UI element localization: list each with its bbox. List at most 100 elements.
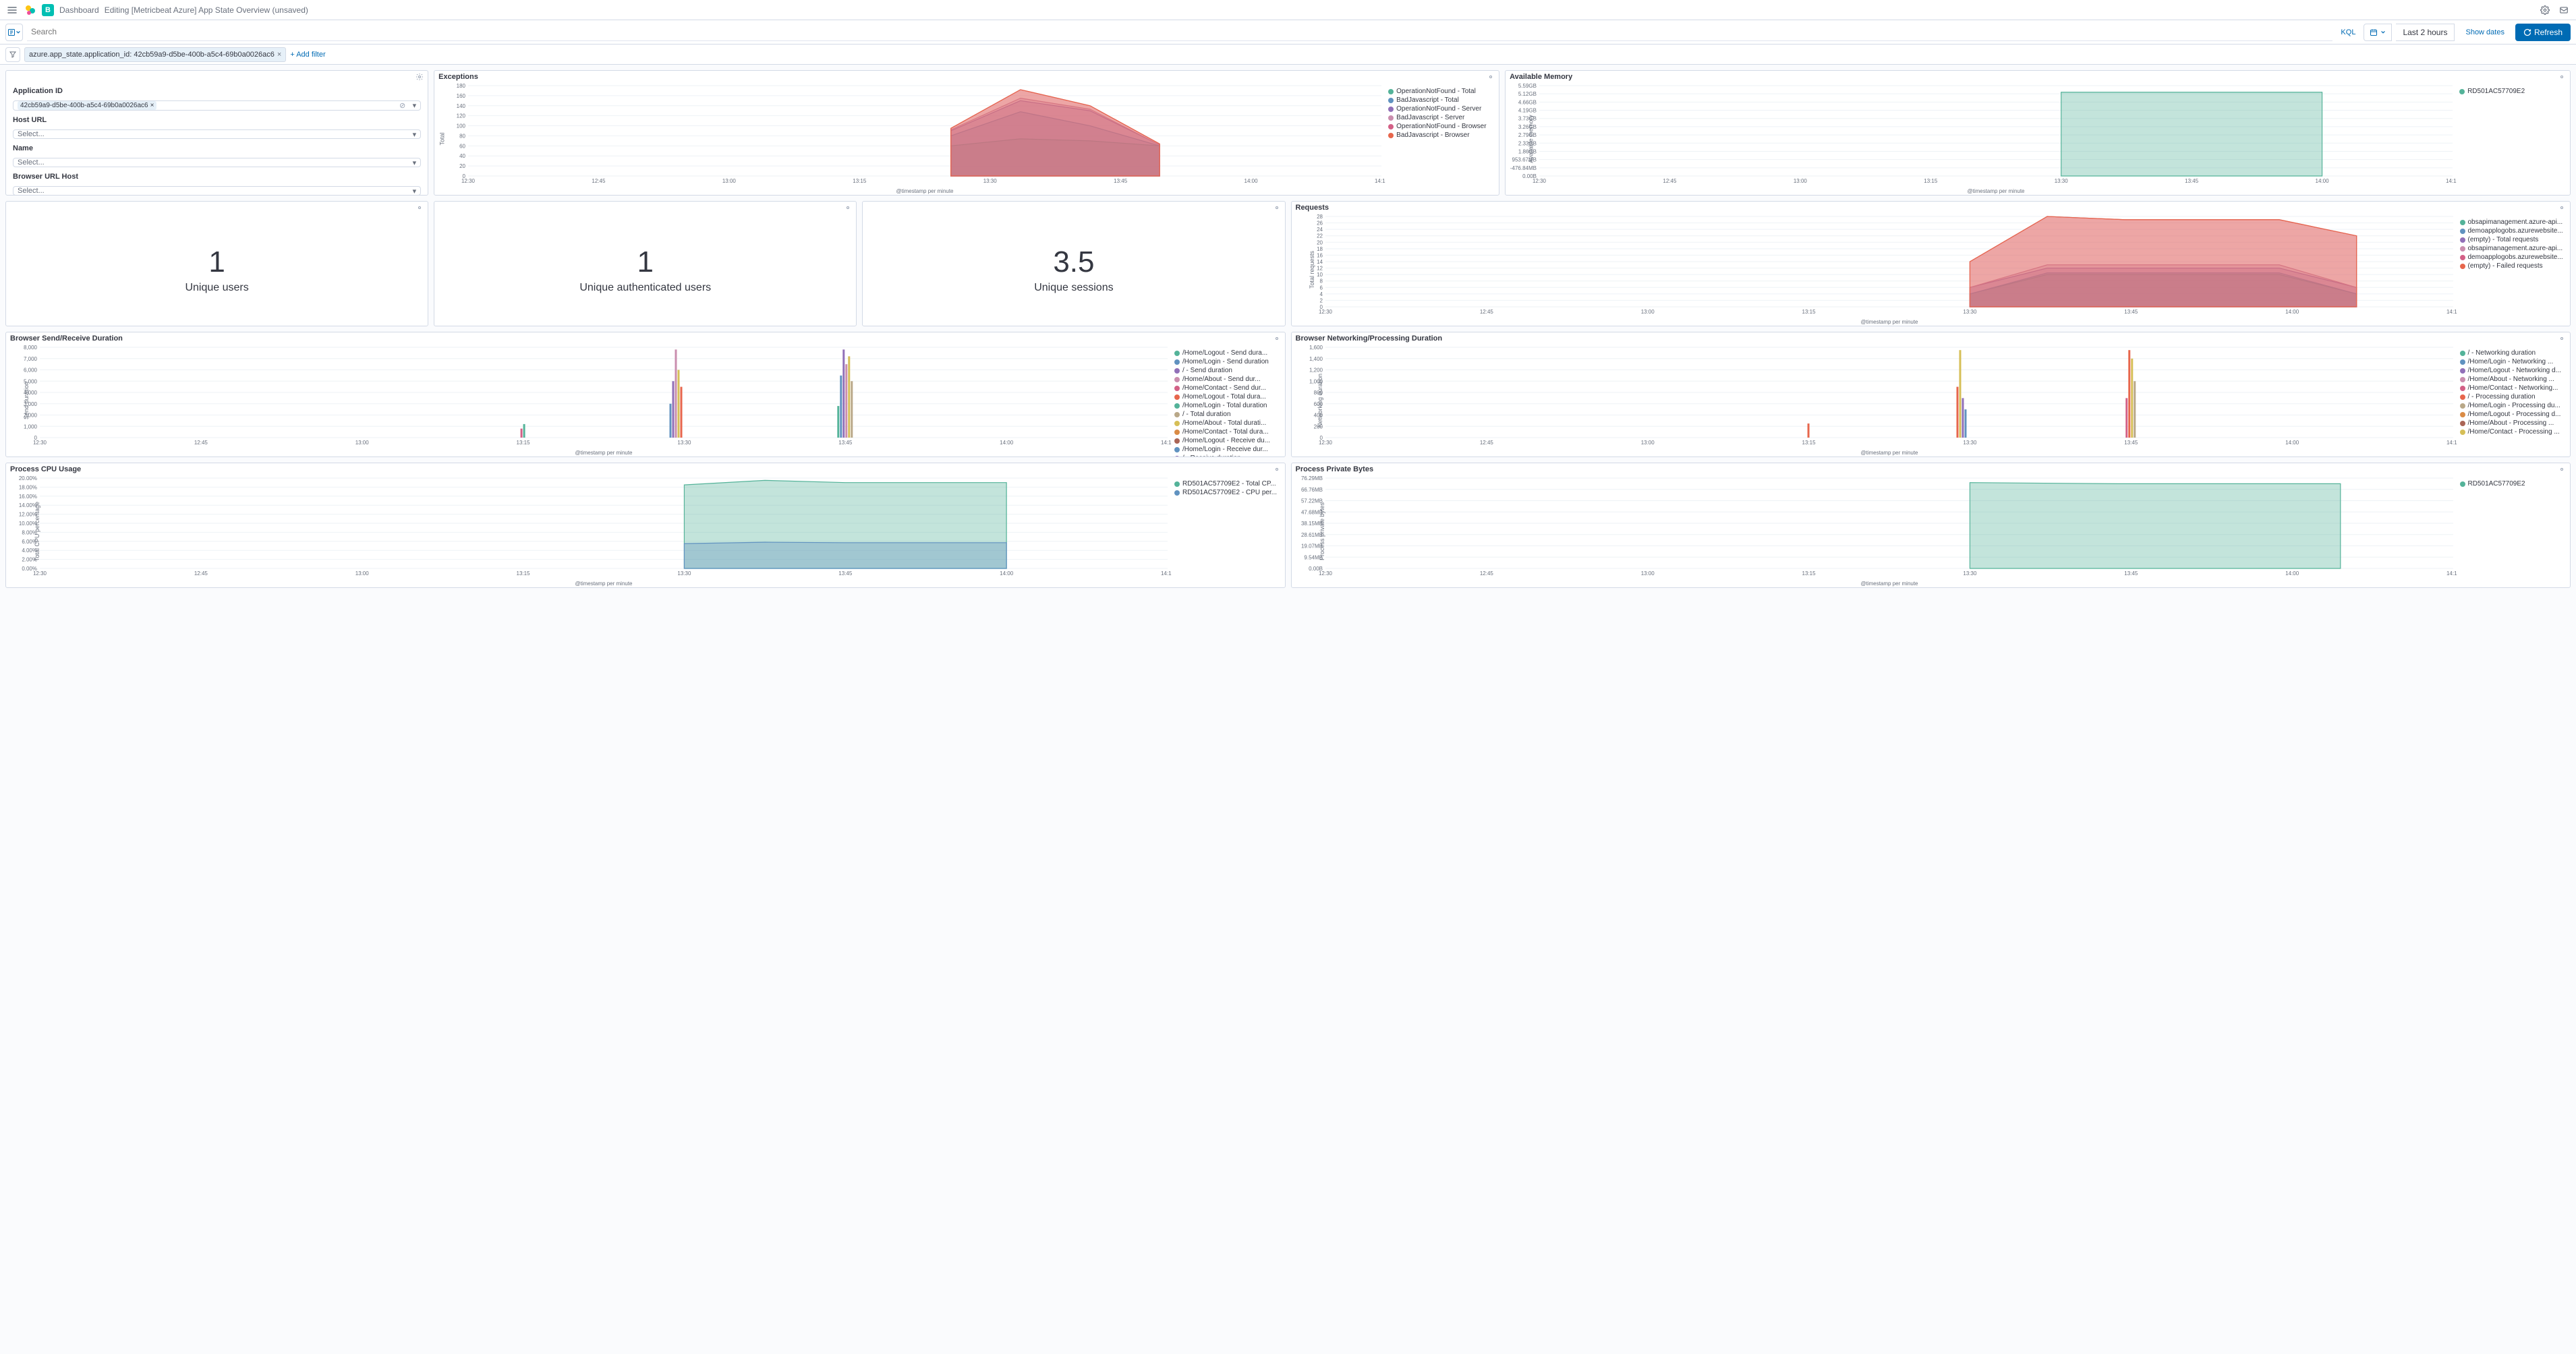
gear-icon[interactable] <box>844 204 852 212</box>
search-input[interactable] <box>27 24 2332 41</box>
legend-item[interactable]: /Home/Login - Receive dur... <box>1174 445 1282 454</box>
legend-item[interactable]: /Home/Contact - Send dur... <box>1174 384 1282 392</box>
legend-item[interactable]: OperationNotFound - Server <box>1388 105 1496 113</box>
gear-icon[interactable] <box>2558 204 2566 212</box>
legend-item[interactable]: /Home/Logout - Total dura... <box>1174 392 1282 401</box>
svg-text:12:45: 12:45 <box>194 570 208 577</box>
gear-icon[interactable] <box>1273 204 1281 212</box>
browser-host-select[interactable]: Select...▾ <box>13 186 421 195</box>
legend-item[interactable]: /Home/Logout - Receive du... <box>1174 436 1282 445</box>
svg-text:14:00: 14:00 <box>2316 178 2330 184</box>
legend-item[interactable]: RD501AC57709E2 <box>2459 87 2567 96</box>
filter-pill[interactable]: azure.app_state.application_id: 42cb59a9… <box>24 47 286 62</box>
legend-item[interactable]: obsapimanagement.azure-api... <box>2460 244 2568 253</box>
browser-sr-chart: 01,0002,0003,0004,0005,0006,0007,0008,00… <box>6 345 1172 457</box>
gear-icon[interactable] <box>416 204 424 212</box>
legend-item[interactable]: OperationNotFound - Browser <box>1388 122 1496 131</box>
legend-item[interactable]: OperationNotFound - Total <box>1388 87 1496 96</box>
legend-item[interactable]: /Home/Login - Total duration <box>1174 401 1282 410</box>
legend-item[interactable]: /Home/Login - Send duration <box>1174 357 1282 366</box>
panel-title: Browser Send/Receive Duration <box>10 334 123 343</box>
legend-item[interactable]: /Home/Login - Networking ... <box>2460 357 2568 366</box>
dashboard-grid: Application ID 42cb59a9-d5be-400b-a5c4-6… <box>0 65 2576 593</box>
newsfeed-icon[interactable] <box>2557 3 2571 17</box>
gear-icon[interactable] <box>416 73 424 81</box>
legend-item[interactable]: /Home/Login - Processing du... <box>2460 401 2568 410</box>
svg-text:24: 24 <box>1317 227 1323 233</box>
legend-item[interactable]: / - Networking duration <box>2460 349 2568 357</box>
legend-item[interactable]: / - Send duration <box>1174 366 1282 375</box>
svg-text:12:45: 12:45 <box>194 440 208 446</box>
svg-text:14:15: 14:15 <box>2446 570 2457 577</box>
gear-icon[interactable] <box>1273 465 1281 473</box>
legend-item[interactable]: /Home/About - Send dur... <box>1174 375 1282 384</box>
svg-text:26: 26 <box>1317 220 1323 227</box>
add-filter-link[interactable]: + Add filter <box>290 51 325 59</box>
legend-item[interactable]: /Home/Logout - Networking d... <box>2460 366 2568 375</box>
space-badge[interactable]: B <box>42 4 54 16</box>
svg-text:13:15: 13:15 <box>517 440 531 446</box>
svg-text:12:30: 12:30 <box>1318 570 1332 577</box>
kql-toggle[interactable]: KQL <box>2337 28 2359 36</box>
legend-item[interactable]: /Home/Contact - Processing ... <box>2460 428 2568 436</box>
svg-text:14:15: 14:15 <box>1161 570 1172 577</box>
legend-item[interactable]: (empty) - Failed requests <box>2460 262 2568 270</box>
legend-item[interactable]: obsapimanagement.azure-api... <box>2460 218 2568 227</box>
legend-item[interactable]: /Home/About - Processing ... <box>2460 419 2568 428</box>
legend-item[interactable]: BadJavascript - Browser <box>1388 131 1496 140</box>
svg-text:12: 12 <box>1317 266 1323 272</box>
svg-text:22: 22 <box>1317 233 1323 239</box>
time-range-display[interactable]: Last 2 hours <box>2396 24 2455 41</box>
host-url-select[interactable]: Select...▾ <box>13 129 421 139</box>
legend-item[interactable]: demoapplogobs.azurewebsite... <box>2460 253 2568 262</box>
chevron-down-icon: ▾ <box>413 158 417 167</box>
gear-icon[interactable] <box>1487 73 1495 81</box>
settings-icon[interactable] <box>2538 3 2552 17</box>
legend-item[interactable]: /Home/About - Total durati... <box>1174 419 1282 428</box>
legend-item[interactable]: /Home/Logout - Send dura... <box>1174 349 1282 357</box>
svg-text:4.19GB: 4.19GB <box>1518 108 1537 114</box>
app-id-select[interactable]: 42cb59a9-d5be-400b-a5c4-69b0a0026ac6 × ⊘… <box>13 100 421 111</box>
memory-panel: Available Memory 0.00B-476.84MB953.67MB1… <box>1505 70 2571 196</box>
cpu-chart: 0.00%2.00%4.00%6.00%8.00%10.00%12.00%14.… <box>6 475 1172 587</box>
clear-icon[interactable]: ⊘ <box>399 101 405 110</box>
legend-item[interactable]: RD501AC57709E2 - CPU per... <box>1174 488 1282 497</box>
menu-icon[interactable] <box>5 3 19 17</box>
gear-icon[interactable] <box>1273 334 1281 343</box>
svg-text:6,000: 6,000 <box>24 367 38 374</box>
legend-item[interactable]: / - Receive duration <box>1174 454 1282 457</box>
legend-item[interactable]: RD501AC57709E2 - Total CP... <box>1174 479 1282 488</box>
legend-item[interactable]: /Home/About - Networking ... <box>2460 375 2568 384</box>
date-quick-button[interactable] <box>2364 24 2392 41</box>
legend-item[interactable]: (empty) - Total requests <box>2460 235 2568 244</box>
svg-text:12:30: 12:30 <box>1533 178 1547 184</box>
gear-icon[interactable] <box>2558 73 2566 81</box>
breadcrumb-root[interactable]: Dashboard <box>59 5 99 15</box>
gear-icon[interactable] <box>2558 465 2566 473</box>
legend-item[interactable]: /Home/Contact - Total dura... <box>1174 428 1282 436</box>
filter-options-button[interactable] <box>5 24 23 41</box>
legend-item[interactable]: demoapplogobs.azurewebsite... <box>2460 227 2568 235</box>
legend-item[interactable]: / - Processing duration <box>2460 392 2568 401</box>
gear-icon[interactable] <box>2558 334 2566 343</box>
metric-label: Unique users <box>185 282 248 294</box>
refresh-label: Refresh <box>2534 28 2563 37</box>
legend-item[interactable]: /Home/Contact - Networking... <box>2460 384 2568 392</box>
elastic-logo-icon[interactable] <box>24 4 36 16</box>
filter-pill-remove-icon[interactable]: × <box>277 51 281 59</box>
name-select[interactable]: Select...▾ <box>13 158 421 167</box>
svg-text:14:15: 14:15 <box>2446 440 2457 446</box>
tag-remove-icon[interactable]: × <box>150 102 154 109</box>
legend-item[interactable]: BadJavascript - Total <box>1388 96 1496 105</box>
svg-text:13:00: 13:00 <box>1640 570 1655 577</box>
legend-item[interactable]: /Home/Logout - Processing d... <box>2460 410 2568 419</box>
svg-text:14:15: 14:15 <box>2446 178 2457 184</box>
change-all-filters-button[interactable] <box>5 47 20 62</box>
show-dates-link[interactable]: Show dates <box>2459 28 2511 36</box>
legend-item[interactable]: RD501AC57709E2 <box>2460 479 2568 488</box>
svg-text:18: 18 <box>1317 246 1323 252</box>
svg-text:13:30: 13:30 <box>1963 570 1977 577</box>
legend-item[interactable]: BadJavascript - Server <box>1388 113 1496 122</box>
legend-item[interactable]: / - Total duration <box>1174 410 1282 419</box>
refresh-button[interactable]: Refresh <box>2515 24 2571 41</box>
